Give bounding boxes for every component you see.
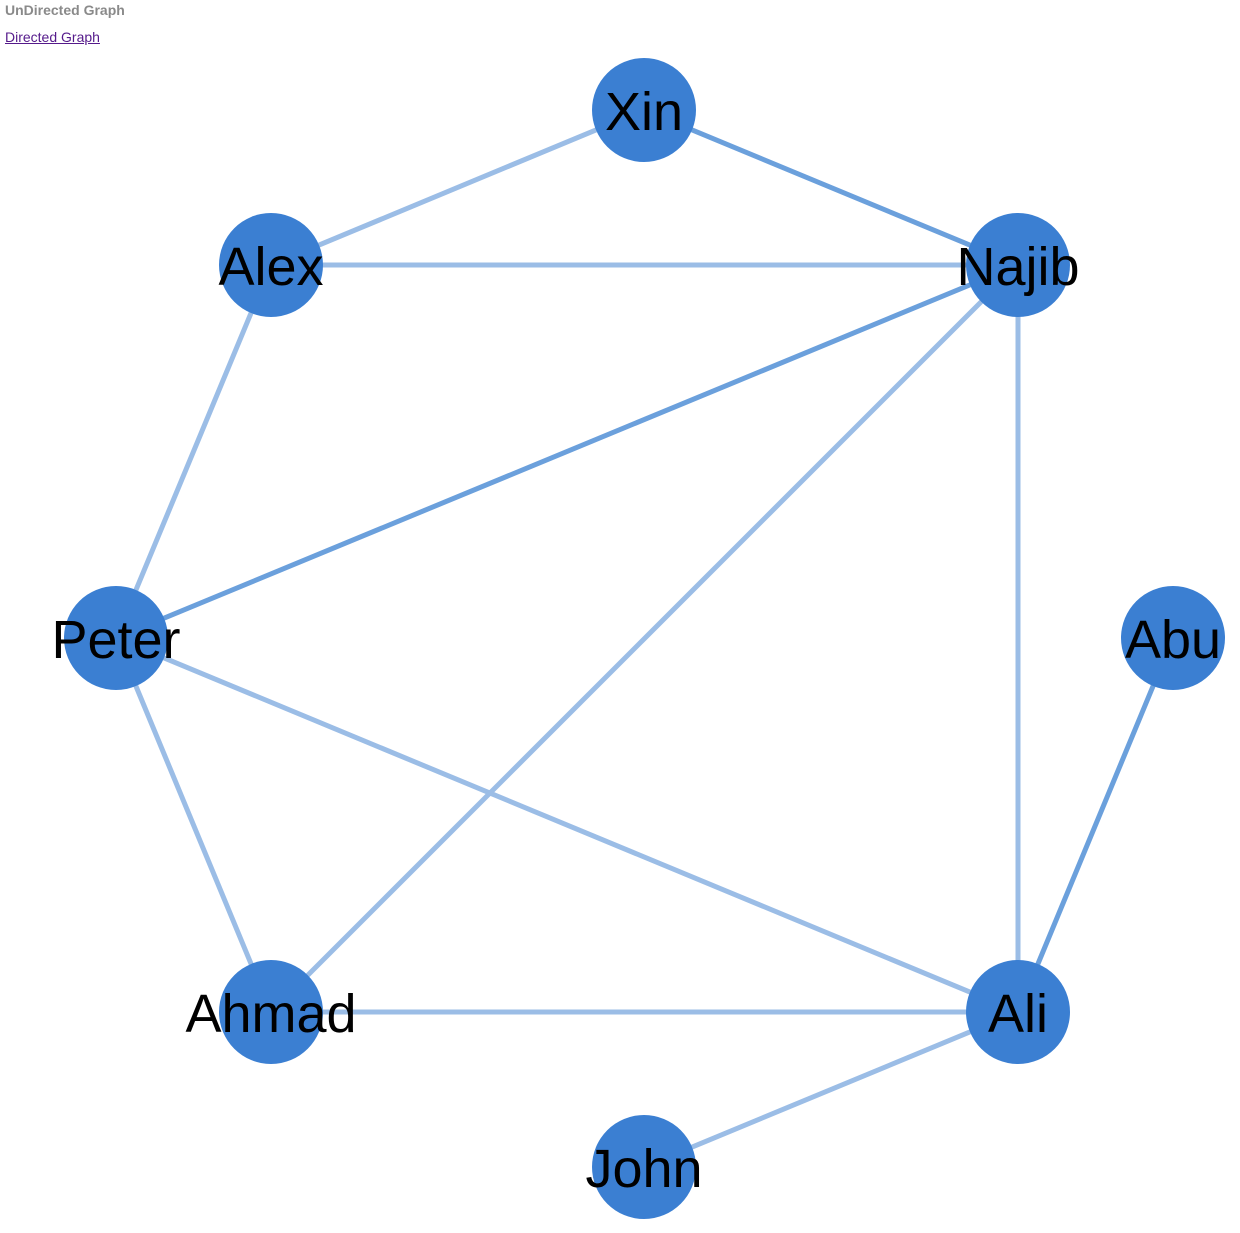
edge-abu-ali [1015, 637, 1176, 1013]
node-label: Ali [988, 984, 1048, 1044]
edge-najib-ahmad [269, 263, 1020, 1014]
node-circle[interactable] [966, 960, 1070, 1064]
edge-xin-najib [643, 107, 1019, 268]
node-circle[interactable] [592, 1115, 696, 1219]
node-label: Najib [956, 237, 1079, 297]
edge-najib-peter [115, 262, 1019, 641]
node-abu[interactable]: Abu [1121, 586, 1225, 690]
node-ali[interactable]: Ali [966, 960, 1070, 1064]
node-circle[interactable] [592, 58, 696, 162]
node-circle[interactable] [64, 586, 168, 690]
node-label: Ahmad [185, 984, 356, 1044]
edge-xin-alex [270, 107, 645, 268]
edge-alex-peter [113, 264, 274, 639]
directed-graph-link[interactable]: Directed Graph [5, 29, 100, 45]
edge-peter-ali [115, 635, 1019, 1015]
node-label: Abu [1125, 610, 1221, 670]
node-label: Alex [218, 237, 323, 297]
node-ahmad[interactable]: Ahmad [185, 960, 357, 1064]
node-najib[interactable]: Najib [956, 213, 1080, 317]
node-label: Xin [605, 82, 683, 142]
node-label: Peter [51, 610, 180, 670]
edge-peter-ahmad [113, 637, 274, 1013]
node-circle[interactable] [219, 213, 323, 317]
page-title: UnDirected Graph [5, 2, 125, 18]
node-peter[interactable]: Peter [51, 586, 181, 690]
node-circle[interactable] [1121, 586, 1225, 690]
edges-layer [113, 107, 1176, 1170]
edge-ali-john [643, 1009, 1019, 1170]
node-circle[interactable] [219, 960, 323, 1064]
node-john[interactable]: John [585, 1115, 703, 1219]
node-label: John [585, 1139, 702, 1199]
node-xin[interactable]: Xin [592, 58, 696, 162]
nodes-layer: Xin Alex Najib Peter Abu Ahmad Ali John [51, 58, 1225, 1219]
node-circle[interactable] [966, 213, 1070, 317]
node-alex[interactable]: Alex [218, 213, 324, 317]
